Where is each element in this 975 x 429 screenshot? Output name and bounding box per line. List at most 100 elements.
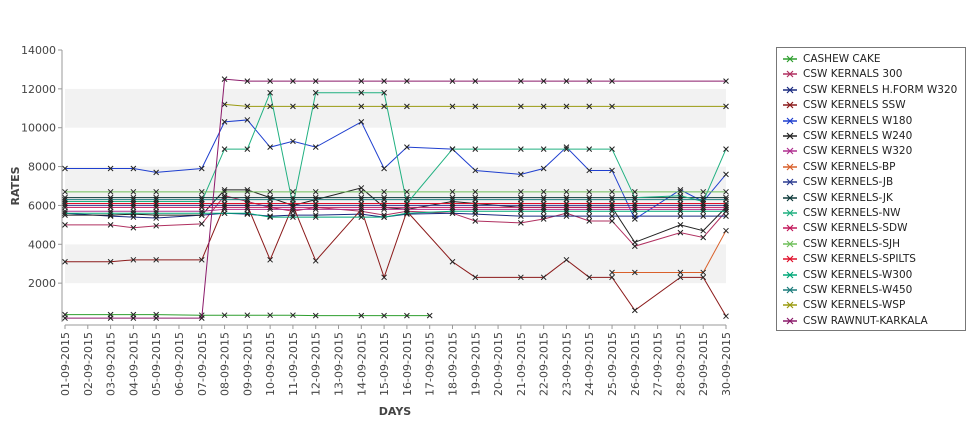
x-tick-label: 06-09-2015 bbox=[173, 332, 186, 396]
data-point-marker bbox=[62, 165, 68, 172]
data-point-marker bbox=[677, 269, 684, 276]
x-tick-label: 18-09-2015 bbox=[446, 332, 459, 396]
y-tick-label: 6000 bbox=[28, 199, 56, 212]
data-point-marker bbox=[312, 78, 319, 84]
x-tick-label: 19-09-2015 bbox=[469, 332, 482, 396]
series-layer bbox=[62, 76, 729, 321]
data-point-marker bbox=[290, 103, 296, 110]
data-point-marker bbox=[449, 196, 456, 203]
data-point-marker bbox=[221, 188, 228, 195]
series-line bbox=[65, 91, 727, 206]
data-point-marker bbox=[130, 315, 137, 321]
data-point-marker bbox=[700, 269, 707, 276]
x-tick-label: 07-09-2015 bbox=[196, 332, 209, 396]
y-tick-label: 14000 bbox=[21, 44, 56, 57]
data-point-marker bbox=[563, 146, 570, 152]
y-tick-label: 4000 bbox=[28, 238, 56, 251]
legend-label: CSW KERNELS-JK bbox=[803, 191, 893, 204]
x-tick-label: 26-09-2015 bbox=[629, 332, 642, 396]
legend-swatch bbox=[783, 117, 797, 125]
legend-swatch bbox=[783, 301, 797, 309]
data-point-marker bbox=[107, 165, 114, 172]
data-point-marker bbox=[381, 214, 387, 220]
data-point-marker bbox=[62, 188, 68, 195]
data-point-marker bbox=[609, 78, 615, 84]
legend-swatch bbox=[783, 147, 797, 155]
legend-label: CSW KERNELS-WSP bbox=[803, 299, 906, 312]
data-point-marker bbox=[244, 117, 251, 123]
x-tick-label: 08-09-2015 bbox=[219, 332, 232, 396]
data-point-marker bbox=[449, 188, 456, 195]
series-line bbox=[224, 103, 726, 107]
legend-item: CSW KERNELS-W450 bbox=[781, 283, 912, 297]
x-tick-label: 24-09-2015 bbox=[583, 332, 596, 396]
series-line bbox=[65, 208, 726, 212]
data-point-marker bbox=[609, 274, 615, 281]
data-point-marker bbox=[290, 196, 296, 203]
data-point-marker bbox=[723, 213, 729, 219]
legend-label: CSW KERNELS-JB bbox=[803, 176, 894, 189]
legend-label: CSW KERNELS W320 bbox=[803, 145, 913, 158]
data-point-marker bbox=[540, 274, 547, 281]
data-point-marker bbox=[677, 208, 684, 215]
x-tick-label: 27-09-2015 bbox=[652, 332, 665, 396]
data-point-marker bbox=[62, 222, 68, 228]
data-point-marker bbox=[586, 146, 593, 152]
data-point-marker bbox=[198, 196, 205, 203]
x-tick-label: 12-09-2015 bbox=[310, 332, 323, 396]
data-point-marker bbox=[518, 213, 524, 219]
data-point-marker bbox=[153, 169, 160, 176]
data-point-marker bbox=[609, 167, 615, 174]
data-point-marker bbox=[563, 196, 570, 203]
data-point-marker bbox=[62, 196, 68, 203]
legend-item: CSW KERNELS W320 bbox=[781, 144, 912, 158]
legend-label: CSW KERNELS-SPILTS bbox=[803, 253, 916, 266]
data-point-marker bbox=[518, 171, 524, 178]
data-point-marker bbox=[107, 315, 114, 321]
data-point-marker bbox=[677, 213, 684, 219]
x-tick-label: 21-09-2015 bbox=[515, 332, 528, 396]
data-point-marker bbox=[107, 258, 114, 265]
x-tick-label: 23-09-2015 bbox=[560, 332, 573, 396]
data-point-marker bbox=[723, 146, 729, 152]
data-point-marker bbox=[381, 89, 387, 96]
legend-item: CSW KERNELS-W300 bbox=[781, 268, 912, 282]
legend-label: CSW KERNELS-W300 bbox=[803, 268, 913, 281]
data-point-marker bbox=[609, 218, 615, 224]
data-point-marker bbox=[267, 78, 273, 84]
legend-swatch bbox=[783, 70, 797, 78]
data-point-marker bbox=[130, 196, 137, 203]
data-point-marker bbox=[381, 188, 387, 195]
x-tick-label: 25-09-2015 bbox=[606, 332, 619, 396]
data-point-marker bbox=[153, 196, 160, 203]
data-point-marker bbox=[609, 188, 615, 195]
data-point-marker bbox=[312, 144, 319, 150]
data-point-marker bbox=[723, 78, 729, 84]
legend-swatch bbox=[783, 178, 797, 186]
legend-item: CSW KERNELS H.FORM W320 bbox=[781, 83, 957, 97]
data-point-marker bbox=[312, 196, 319, 203]
data-point-marker bbox=[472, 167, 479, 174]
data-point-marker bbox=[518, 274, 524, 281]
data-point-marker bbox=[107, 210, 114, 217]
legend-item: CASHEW CAKE bbox=[781, 52, 880, 66]
data-point-marker bbox=[381, 196, 387, 203]
grid-band bbox=[65, 166, 726, 206]
data-point-marker bbox=[244, 210, 251, 217]
data-point-marker bbox=[244, 78, 251, 84]
data-point-marker bbox=[267, 103, 273, 110]
data-point-marker bbox=[449, 78, 456, 84]
data-point-marker bbox=[221, 76, 228, 82]
data-point-marker bbox=[107, 188, 114, 195]
data-point-marker bbox=[563, 188, 570, 195]
data-point-marker bbox=[700, 188, 707, 195]
data-point-marker bbox=[472, 274, 479, 281]
data-point-marker bbox=[130, 165, 137, 172]
data-point-marker bbox=[677, 274, 684, 281]
data-point-marker bbox=[221, 312, 228, 319]
data-point-marker bbox=[586, 213, 593, 219]
data-point-marker bbox=[312, 312, 319, 319]
legend-label: CSW KERNELS SSW bbox=[803, 99, 906, 112]
data-point-marker bbox=[609, 208, 615, 215]
